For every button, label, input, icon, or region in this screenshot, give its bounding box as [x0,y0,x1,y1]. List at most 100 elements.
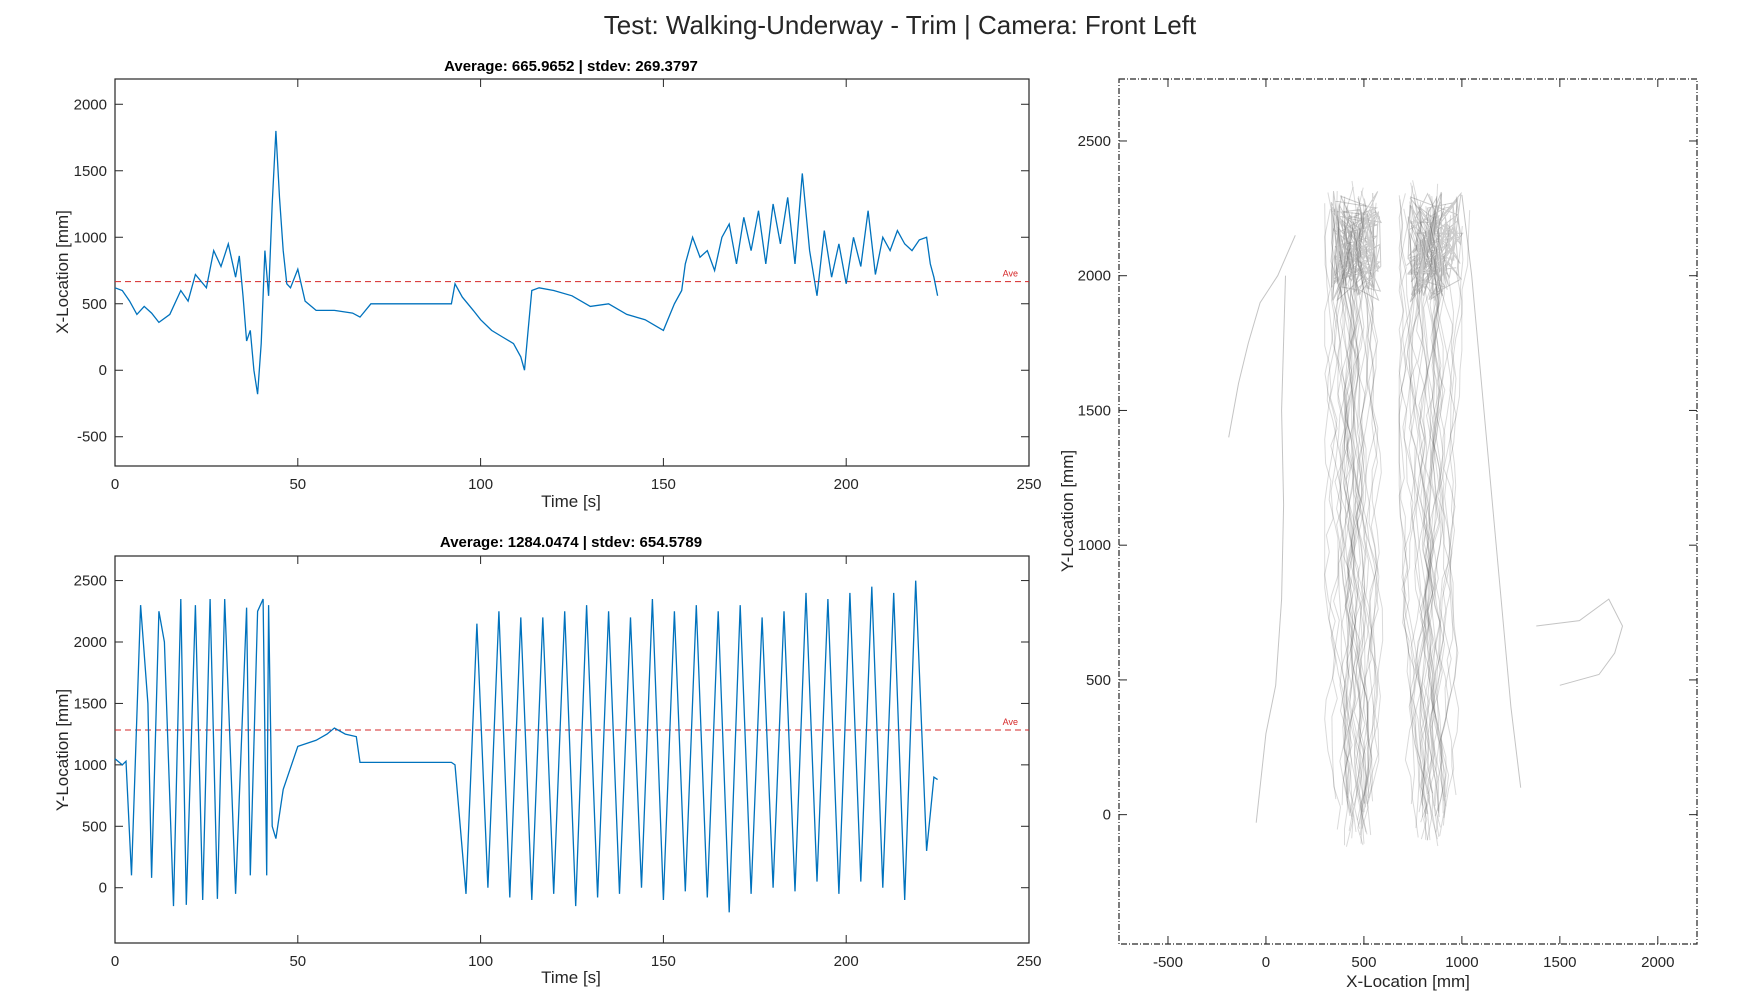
xy-track-segment [1403,208,1434,794]
xy-track-segment [1536,598,1624,686]
xy-track-segment [1409,215,1455,806]
xy-track-segment [1337,219,1352,817]
xy-plot-xlabel: X-Location [mm] [1346,972,1470,991]
x-tick-label: 100 [468,953,493,970]
x-plot-ticks: 0 50 100 150 200 250 -500 0 500 1000 1500 2000 [74,79,1042,493]
y-tick-label: 500 [82,818,107,835]
y-plot-frame [114,555,1030,944]
y-plot-title: Average: 1284.0474 | stdev: 654.5789 [440,534,702,551]
x-tick-label: -500 [1153,954,1183,971]
xy-track-segment [1410,232,1444,833]
xy-track-segment [1339,196,1370,795]
y-tick-label: 1000 [1078,537,1111,554]
y-tick-label: 2000 [1078,268,1111,285]
xy-track-segment [1415,215,1452,841]
x-tick-label: 200 [834,476,859,493]
xy-track-segment [1344,186,1370,799]
xy-track-segment [1420,208,1440,818]
xy-track-segment [1414,195,1444,815]
xy-plot-ylabel: Y-Location [mm] [1058,450,1077,572]
xy-track-segment [1343,215,1367,813]
x-tick-label: 0 [111,953,119,970]
xy-track-segment [1327,192,1355,839]
xy-track-segment [1417,212,1439,840]
x-location-series [114,130,939,395]
xy-track-segment [1360,215,1380,836]
y-tick-label: 1500 [74,695,107,712]
xy-track-segment [1345,207,1367,831]
y-plot-ylabel: Y-Location [mm] [53,689,72,811]
xy-track-segment [1344,187,1364,829]
xy-track-segment [1410,182,1441,813]
xy-track-segment [1356,208,1382,821]
y-tick-label: 2500 [74,573,107,590]
x-plot-average-label: Ave [1003,269,1018,279]
xy-track-segment [1426,227,1453,838]
xy-track-segment [1404,217,1442,838]
xy-track-segment [1424,210,1471,840]
xy-track-segment [1399,199,1446,841]
xy-track-segment [1330,202,1363,844]
xy-track-segment [1342,219,1365,847]
xy-track-segment [1346,205,1379,835]
xy-plot-frame [1118,78,1698,945]
xy-track-segment [1398,234,1431,840]
x-tick-label: 2000 [1641,954,1674,971]
xy-track-segment [1428,208,1441,813]
xy-track-segment [1343,206,1366,804]
y-tick-label: 2000 [74,634,107,651]
y-tick-label: 1000 [74,757,107,774]
y-tick-label: 500 [1086,672,1111,689]
xy-track-segment [1352,209,1380,833]
figure-title: Test: Walking-Underway - Trim | Camera: … [604,10,1197,40]
xy-track-segment [1255,275,1286,823]
xy-track-segment [1428,193,1443,828]
xy-track-segment [1228,235,1296,438]
xy-track-segment [1413,194,1460,819]
y-tick-label: 0 [99,880,107,897]
xy-track-segment [1333,210,1365,844]
xy-track-segment [1338,212,1370,813]
xy-track-segment [1353,203,1376,846]
xy-track-segment [1461,194,1522,788]
x-plot-xlabel: Time [s] [541,492,601,511]
xy-track-segment [1328,212,1353,817]
xy-track-plot: -500 0 500 1000 1500 2000 0 500 1000 1500 2000 2500… [1058,78,1698,991]
x-tick-label: 250 [1016,953,1041,970]
xy-track-segment [1398,195,1447,817]
x-plot-frame [114,78,1030,467]
xy-track-segment [1411,194,1440,847]
x-tick-label: 0 [1262,954,1270,971]
xy-track-lines [1228,180,1624,847]
xy-track-segment [1418,183,1447,826]
xy-track-segment [1356,198,1380,797]
y-location-time-plot: Average: 1284.0474 | stdev: 654.5789 0 50… [53,534,1042,987]
xy-track-segment [1429,207,1453,836]
x-tick-label: 0 [111,476,119,493]
xy-track-segment [1336,195,1361,799]
xy-track-segment [1435,225,1463,814]
y-tick-label: 500 [82,296,107,313]
y-tick-label: 2000 [74,96,107,113]
y-location-series [114,580,938,913]
xy-track-segment [1330,209,1355,806]
x-tick-label: 200 [834,953,859,970]
x-location-time-plot: Average: 665.9652 | stdev: 269.3797 0 50 1… [53,58,1042,511]
x-plot-ylabel: X-Location [mm] [53,210,72,334]
xy-track-segment [1341,196,1364,813]
y-tick-label: 0 [99,362,107,379]
x-tick-label: 100 [468,476,493,493]
y-tick-label: 1000 [74,229,107,246]
y-tick-label: 1500 [74,163,107,180]
xy-track-segment [1416,211,1435,795]
x-plot-title: Average: 665.9652 | stdev: 269.3797 [444,58,698,75]
y-plot-xlabel: Time [s] [541,968,601,987]
xy-track-segment [1431,194,1457,807]
xy-track-segment [1427,203,1447,801]
x-tick-label: 50 [289,476,306,493]
xy-track-segment [1341,190,1377,806]
x-tick-label: 1500 [1543,954,1576,971]
xy-plot-ticks: -500 0 500 1000 1500 2000 0 500 1000 1500 2000 2500 [1078,79,1697,971]
